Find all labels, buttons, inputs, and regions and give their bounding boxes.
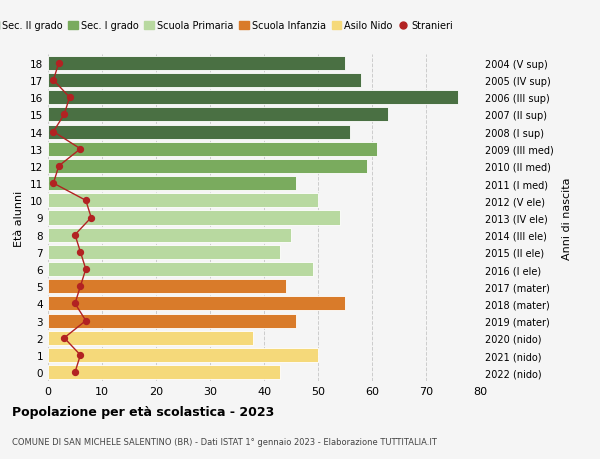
Point	[76, 249, 85, 256]
Bar	[48, 211, 340, 225]
Bar	[48, 331, 253, 345]
Bar	[48, 74, 361, 88]
Point	[49, 77, 58, 84]
Point	[59, 335, 69, 342]
Point	[76, 146, 85, 153]
Bar	[48, 91, 458, 105]
Text: COMUNE DI SAN MICHELE SALENTINO (BR) - Dati ISTAT 1° gennaio 2023 - Elaborazione: COMUNE DI SAN MICHELE SALENTINO (BR) - D…	[12, 437, 437, 446]
Legend: Sec. II grado, Sec. I grado, Scuola Primaria, Scuola Infanzia, Asilo Nido, Stran: Sec. II grado, Sec. I grado, Scuola Prim…	[0, 17, 457, 35]
Point	[81, 266, 91, 273]
Point	[76, 352, 85, 359]
Bar	[48, 314, 296, 328]
Point	[81, 317, 91, 325]
Bar	[48, 194, 318, 208]
Point	[81, 197, 91, 205]
Point	[70, 369, 80, 376]
Point	[54, 60, 64, 67]
Y-axis label: Anni di nascita: Anni di nascita	[562, 177, 572, 259]
Bar	[48, 177, 296, 191]
Bar	[48, 280, 286, 294]
Point	[54, 163, 64, 170]
Bar	[48, 108, 388, 122]
Bar	[48, 297, 345, 311]
Point	[49, 129, 58, 136]
Point	[59, 112, 69, 119]
Bar	[48, 348, 318, 362]
Point	[70, 231, 80, 239]
Text: Popolazione per età scolastica - 2023: Popolazione per età scolastica - 2023	[12, 405, 274, 419]
Bar	[48, 125, 350, 139]
Point	[49, 180, 58, 187]
Bar	[48, 142, 377, 157]
Bar	[48, 228, 291, 242]
Point	[76, 283, 85, 290]
Point	[70, 300, 80, 308]
Bar	[48, 245, 280, 259]
Bar	[48, 263, 313, 276]
Y-axis label: Età alunni: Età alunni	[14, 190, 25, 246]
Bar	[48, 365, 280, 380]
Bar	[48, 56, 345, 71]
Bar	[48, 160, 367, 174]
Point	[86, 214, 96, 222]
Point	[65, 94, 74, 101]
